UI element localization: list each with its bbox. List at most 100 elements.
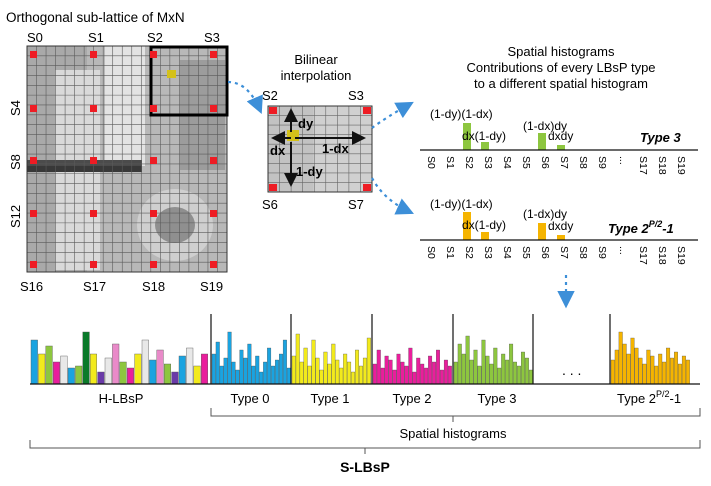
hist-bar: [286, 367, 291, 385]
label-type0: Type 0: [230, 391, 269, 406]
hist-bar: [528, 369, 533, 385]
hist-bar: [347, 361, 352, 385]
label-s8: S8: [8, 154, 23, 170]
label-slbsp: S-LBsP: [340, 459, 390, 475]
hist3-type-label: Type 3: [640, 130, 681, 145]
hist-typeN: (1-dy)(1-dx) (1-dx)dy dx(1-dy) dxdy Type…: [420, 197, 698, 265]
histN-axis-labels: S0 S1 S2 S3 S4 S5 S6 S7 S8 S9... S17 S18 S19: [425, 246, 687, 265]
hist-bar: [267, 347, 272, 385]
brace-slbsp: [29, 440, 701, 454]
hist-bar: [299, 361, 304, 385]
hist-bar: [654, 365, 659, 385]
hist-bar: [235, 369, 240, 385]
arrow-to-interp: [227, 80, 263, 115]
interp-s2: S2: [262, 88, 278, 103]
arrow-to-type3: [371, 101, 414, 129]
hist-bar: [358, 365, 363, 385]
hist-bar: [473, 349, 478, 385]
hist-bar: [396, 353, 401, 385]
hist-bar: [275, 359, 279, 385]
hist-bar: [481, 339, 486, 385]
axis-label: S18: [656, 156, 668, 175]
hist-bar: [362, 357, 367, 385]
hist-bar: [149, 359, 157, 385]
histN-c-s7: dxdy: [548, 219, 573, 233]
axis-label: S0: [425, 156, 437, 169]
hist-bar: [678, 363, 682, 385]
hist-bar: [163, 363, 171, 385]
hist-bar: [477, 365, 482, 385]
hist-bar: [227, 331, 232, 385]
sample-point: [90, 157, 97, 164]
hist-bar: [658, 353, 663, 385]
hist3-bar-s6: [538, 133, 546, 150]
hist-bar: [634, 347, 639, 385]
histN-bar-s3: [481, 232, 489, 240]
lattice-sample-points: [30, 51, 217, 268]
hist-bar: [263, 361, 268, 385]
hist-bar: [642, 363, 647, 385]
hist-bar: [45, 345, 53, 385]
hist-bar: [447, 365, 452, 385]
axis-label: S19: [675, 246, 687, 265]
highlight-box: [149, 45, 229, 117]
label-spatial-histograms: Spatial histograms: [400, 426, 507, 441]
hist-bar: [303, 347, 308, 385]
interp-corner-points: [269, 107, 371, 191]
sample-point: [90, 105, 97, 112]
hist3-c-s3: dx(1-dy): [462, 129, 506, 143]
sample-point: [210, 51, 217, 58]
label-s19: S19: [200, 279, 223, 294]
hist-bar: [366, 337, 371, 385]
axis-label: S5: [520, 156, 532, 169]
hist-bar: [178, 355, 186, 385]
lattice-image: [27, 46, 227, 272]
axis-label: S8: [577, 246, 589, 259]
hist-bar: [681, 355, 686, 385]
brace-spatial: [210, 408, 701, 422]
axis-label: S7: [558, 156, 570, 169]
hist-bar: [493, 347, 498, 385]
hist-bar: [239, 349, 244, 385]
hist-bar: [384, 355, 389, 385]
hist-bar: [255, 355, 260, 385]
sample-point: [150, 210, 157, 217]
sample-point: [30, 157, 37, 164]
hist-bar: [323, 351, 328, 385]
histN-c-s6: (1-dx)dy: [523, 207, 567, 221]
hist-bar: [82, 331, 90, 385]
axis-label: S3: [482, 246, 494, 259]
hist-bar: [295, 333, 300, 385]
label-s16: S16: [20, 279, 43, 294]
lattice-bottom-labels: S16 S17 S18 S19: [20, 279, 223, 294]
hist3-bar-s2: [463, 123, 471, 150]
axis-label: S1: [444, 156, 456, 169]
interp-title-2: interpolation: [281, 68, 352, 83]
hist-bar: [30, 339, 38, 385]
hist-bar: [408, 347, 413, 385]
hist-bar: [517, 365, 521, 385]
sample-point: [210, 157, 217, 164]
hist-bar: [372, 363, 377, 385]
axis-label: S6: [539, 156, 551, 169]
hist-bar: [53, 361, 61, 385]
hist-bar: [509, 343, 514, 385]
hist3-bar-s3: [481, 142, 489, 150]
spatial-title-1: Spatial histograms: [508, 44, 615, 59]
histN-c-s2: (1-dy)(1-dx): [430, 197, 493, 211]
hist-bar: [436, 349, 440, 385]
label-s2: S2: [147, 30, 163, 45]
hist-bar: [251, 365, 256, 385]
hist-bar: [200, 353, 208, 385]
hist-bar: [646, 349, 651, 385]
label-s0: S0: [27, 30, 43, 45]
axis-label: S6: [539, 246, 551, 259]
hist-bar: [335, 359, 340, 385]
hist-bar: [156, 349, 164, 385]
hist-bar: [243, 357, 248, 385]
axis-label: S17: [637, 246, 649, 265]
hist-bar: [119, 361, 127, 385]
hist-bar: [75, 365, 83, 385]
sample-point: [30, 51, 37, 58]
lattice-top-labels: S0 S1 S2 S3: [27, 30, 220, 45]
